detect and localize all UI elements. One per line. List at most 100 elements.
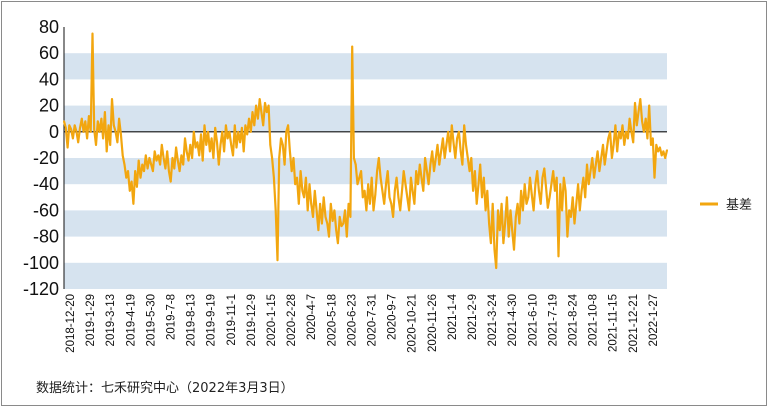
- y-tick-label: 40: [39, 69, 59, 89]
- data-point: [88, 115, 90, 117]
- data-point: [265, 111, 268, 113]
- data-point: [376, 170, 378, 173]
- data-point: [372, 209, 375, 212]
- data-point: [605, 150, 608, 153]
- data-point: [150, 163, 153, 166]
- data-point: [68, 124, 71, 127]
- data-point: [159, 163, 162, 166]
- data-point: [232, 154, 234, 157]
- data-point: [319, 202, 321, 205]
- data-point: [571, 196, 574, 199]
- data-point: [191, 157, 194, 159]
- data-point: [575, 202, 578, 205]
- data-point: [513, 248, 515, 251]
- data-point: [308, 183, 311, 186]
- data-point: [562, 176, 565, 179]
- x-tick-label: 2020-7-31: [367, 294, 379, 346]
- data-point: [214, 127, 217, 129]
- data-point: [474, 170, 476, 173]
- data-point: [641, 120, 643, 123]
- data-point: [602, 144, 604, 146]
- data-point: [395, 176, 398, 179]
- data-point: [324, 216, 327, 218]
- data-point: [648, 104, 651, 107]
- data-point: [233, 124, 236, 127]
- data-point: [280, 137, 282, 140]
- data-point: [107, 124, 110, 127]
- data-point: [203, 124, 206, 127]
- data-point: [77, 141, 80, 144]
- data-point: [301, 189, 304, 192]
- data-point: [520, 189, 522, 192]
- x-tick-label: 2020-9-7: [387, 294, 399, 340]
- data-point: [630, 130, 633, 133]
- x-tick-label: 2021-10-8: [588, 294, 600, 346]
- plot-bands: [64, 53, 667, 289]
- data-point: [223, 150, 226, 153]
- data-point: [619, 137, 622, 140]
- data-point: [363, 189, 366, 192]
- data-point: [82, 130, 85, 133]
- data-point: [536, 170, 539, 173]
- data-point: [63, 120, 65, 123]
- x-tick-label: 2019-4-19: [125, 294, 137, 346]
- data-point: [175, 146, 178, 149]
- data-point: [148, 157, 151, 159]
- data-point: [475, 202, 478, 205]
- x-tick-label: 2021-2-9: [467, 294, 479, 340]
- data-point: [244, 124, 247, 127]
- data-point: [550, 183, 553, 186]
- data-point: [459, 150, 462, 153]
- data-point: [594, 163, 597, 166]
- data-point: [379, 176, 382, 179]
- data-point: [144, 154, 147, 157]
- data-point: [351, 45, 354, 48]
- data-point: [456, 137, 458, 140]
- data-point: [322, 196, 325, 199]
- data-point: [632, 141, 635, 144]
- data-point: [607, 137, 610, 140]
- data-point: [210, 137, 213, 140]
- x-tick-label: 2021-7-19: [547, 294, 559, 346]
- data-point: [561, 209, 563, 212]
- data-point: [383, 202, 386, 205]
- data-point: [198, 154, 201, 157]
- data-point: [253, 124, 256, 127]
- data-point: [440, 150, 442, 153]
- data-point: [326, 222, 329, 225]
- y-tick-label: -40: [33, 174, 59, 194]
- data-point: [219, 144, 222, 146]
- data-point: [141, 163, 144, 166]
- data-point: [450, 124, 453, 127]
- data-point: [200, 133, 202, 136]
- data-point: [225, 124, 227, 127]
- data-point: [543, 167, 546, 170]
- data-point: [529, 176, 531, 179]
- data-point: [96, 120, 99, 123]
- data-point: [340, 225, 343, 228]
- data-point: [242, 150, 245, 153]
- data-point: [498, 229, 501, 232]
- data-point: [660, 154, 663, 157]
- data-point: [257, 117, 259, 120]
- data-point: [612, 144, 615, 146]
- data-point: [555, 176, 558, 179]
- data-point: [102, 137, 104, 140]
- data-point: [130, 180, 133, 183]
- data-point: [152, 170, 154, 173]
- data-point: [168, 170, 170, 173]
- data-point: [358, 176, 361, 179]
- data-point: [73, 124, 76, 127]
- data-point: [593, 176, 595, 179]
- data-point: [166, 150, 169, 153]
- x-tick-label: 2022-1-27: [648, 294, 660, 346]
- data-point: [180, 154, 183, 157]
- data-point: [221, 130, 224, 133]
- data-point: [176, 159, 179, 162]
- data-point: [173, 167, 176, 170]
- data-point: [559, 183, 562, 186]
- data-point: [603, 163, 606, 166]
- data-point: [194, 146, 197, 149]
- data-point: [125, 176, 128, 179]
